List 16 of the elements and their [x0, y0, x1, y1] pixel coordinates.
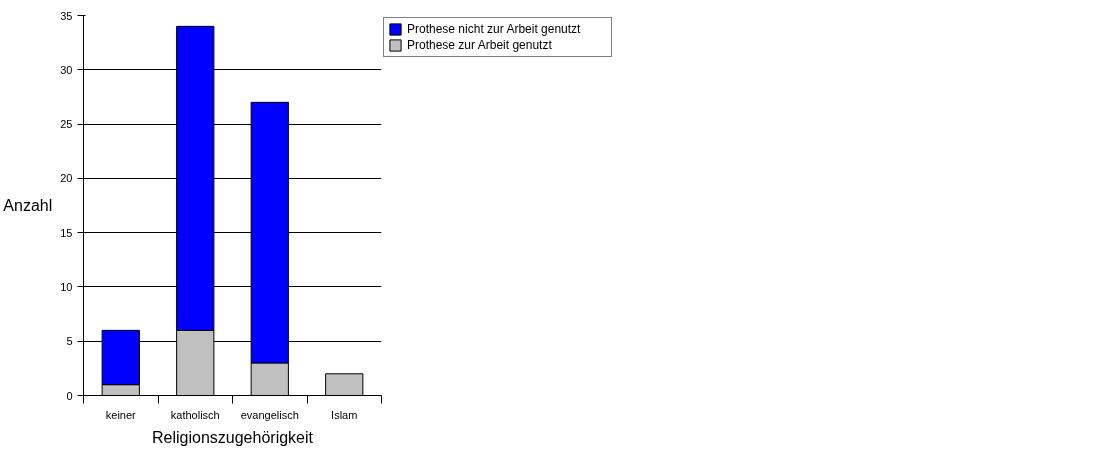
y-tick-label: 30 — [60, 63, 73, 76]
x-tick-label: evangelisch — [240, 408, 299, 421]
x-tick-label: katholisch — [170, 408, 220, 421]
y-tick-label: 5 — [66, 335, 73, 348]
y-tick-label: 15 — [60, 226, 73, 239]
x-axis-title: Religionszugehörigkeit — [152, 428, 314, 446]
y-tick-label: 10 — [60, 280, 73, 293]
legend-label: Prothese nicht zur Arbeit genutzt — [407, 22, 582, 36]
y-tick-label: 25 — [60, 118, 73, 131]
y-tick-label: 35 — [60, 9, 73, 22]
y-tick-label: 20 — [60, 172, 73, 185]
x-tick-label: keiner — [105, 408, 137, 421]
y-axis-title: Anzahl — [3, 197, 53, 214]
y-tick-label: 0 — [66, 389, 73, 402]
legend-label: Prothese zur Arbeit genutzt — [407, 38, 553, 52]
x-tick-label: Islam — [331, 408, 358, 421]
